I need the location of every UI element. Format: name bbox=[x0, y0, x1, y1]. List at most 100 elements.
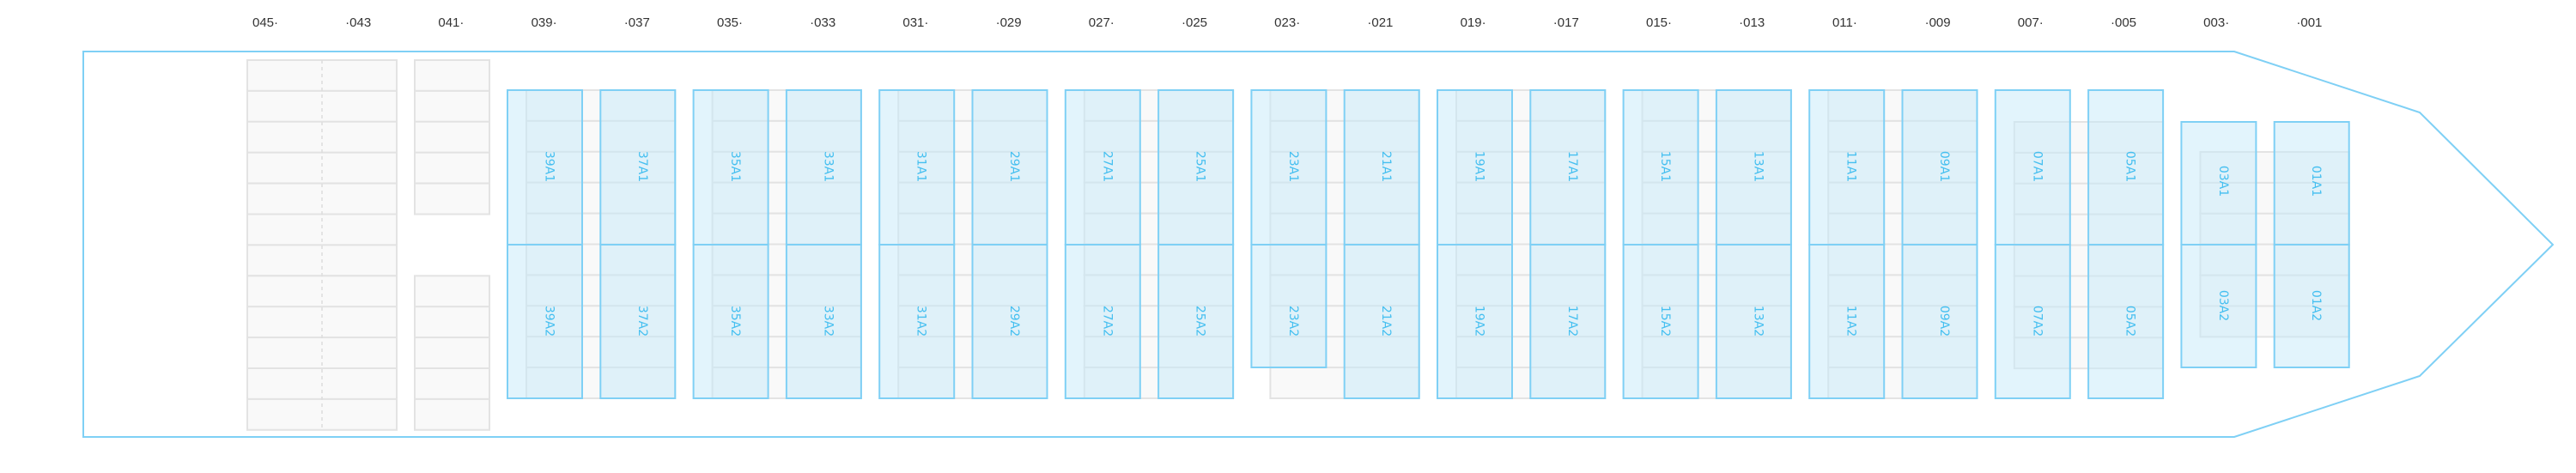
bay-number-label: ·005 bbox=[2111, 15, 2136, 30]
slot-box[interactable] bbox=[507, 244, 583, 399]
slot-box[interactable] bbox=[1157, 244, 1235, 399]
slot-35a2[interactable]: 35A2 bbox=[692, 244, 769, 399]
slot-box[interactable] bbox=[1901, 89, 1978, 246]
slot-label: 27A2 bbox=[1100, 306, 1114, 337]
slot-box[interactable] bbox=[971, 244, 1048, 399]
slot-39a1[interactable]: 39A1 bbox=[507, 89, 583, 246]
empty-slot-cell bbox=[414, 120, 490, 154]
slot-box[interactable] bbox=[785, 244, 862, 399]
slot-box[interactable] bbox=[1250, 244, 1327, 368]
slot-31a1[interactable]: 31A1 bbox=[878, 89, 956, 246]
slot-33a2[interactable]: 33A2 bbox=[785, 244, 862, 399]
slot-box[interactable] bbox=[1157, 89, 1235, 246]
slot-15a1[interactable]: 15A1 bbox=[1622, 89, 1699, 246]
slot-19a1[interactable]: 19A1 bbox=[1437, 89, 1513, 246]
slot-29a1[interactable]: 29A1 bbox=[971, 89, 1048, 246]
slot-25a1[interactable]: 25A1 bbox=[1157, 89, 1235, 246]
bay-number-label: 007· bbox=[2018, 15, 2044, 30]
slot-35a1[interactable]: 35A1 bbox=[692, 89, 769, 246]
slot-27a1[interactable]: 27A1 bbox=[1064, 89, 1141, 246]
slot-box[interactable] bbox=[878, 89, 956, 246]
slot-box[interactable] bbox=[1529, 89, 1607, 246]
slot-box[interactable] bbox=[785, 89, 862, 246]
slot-box[interactable] bbox=[1808, 89, 1886, 246]
ship-hull-outline bbox=[82, 51, 2555, 438]
slot-box[interactable] bbox=[2087, 244, 2165, 399]
slot-03a1[interactable]: 03A1 bbox=[2180, 121, 2257, 246]
empty-slot-cell bbox=[414, 337, 490, 370]
slot-box[interactable] bbox=[971, 89, 1048, 246]
slot-box[interactable] bbox=[1622, 244, 1699, 399]
slot-box[interactable] bbox=[692, 244, 769, 399]
slot-box[interactable] bbox=[1715, 89, 1792, 246]
slot-box[interactable] bbox=[878, 244, 956, 399]
slot-07a2[interactable]: 07A2 bbox=[1994, 244, 2071, 399]
slot-11a2[interactable]: 11A2 bbox=[1808, 244, 1886, 399]
slot-box[interactable] bbox=[1994, 244, 2071, 399]
slot-box[interactable] bbox=[2273, 121, 2350, 246]
slot-box[interactable] bbox=[1343, 244, 1420, 399]
slot-27a2[interactable]: 27A2 bbox=[1064, 244, 1141, 399]
bay-number-label: ·025 bbox=[1182, 15, 1207, 30]
slot-label: 31A1 bbox=[914, 151, 928, 182]
slot-box[interactable] bbox=[1808, 244, 1886, 399]
slot-label: 25A2 bbox=[1194, 306, 1207, 337]
slot-25a2[interactable]: 25A2 bbox=[1157, 244, 1235, 399]
slot-label: 01A2 bbox=[2309, 290, 2323, 321]
slot-box[interactable] bbox=[1901, 244, 1978, 399]
slot-label: 29A2 bbox=[1007, 306, 1021, 337]
slot-29a2[interactable]: 29A2 bbox=[971, 244, 1048, 399]
slot-31a2[interactable]: 31A2 bbox=[878, 244, 956, 399]
slot-09a2[interactable]: 09A2 bbox=[1901, 244, 1978, 399]
slot-box[interactable] bbox=[507, 89, 583, 246]
empty-slot-cell bbox=[414, 275, 490, 308]
slot-23a2[interactable]: 23A2 bbox=[1250, 244, 1327, 368]
slot-box[interactable] bbox=[1437, 89, 1513, 246]
slot-box[interactable] bbox=[1064, 244, 1141, 399]
slot-05a1[interactable]: 05A1 bbox=[2087, 89, 2165, 246]
slot-07a1[interactable]: 07A1 bbox=[1994, 89, 2071, 246]
slot-box[interactable] bbox=[599, 89, 677, 246]
slot-19a2[interactable]: 19A2 bbox=[1437, 244, 1513, 399]
slot-label: 09A1 bbox=[1937, 151, 1951, 182]
slot-box[interactable] bbox=[2180, 244, 2257, 368]
slot-01a1[interactable]: 01A1 bbox=[2273, 121, 2350, 246]
slot-13a1[interactable]: 13A1 bbox=[1715, 89, 1792, 246]
slot-box[interactable] bbox=[1250, 89, 1327, 246]
slot-box[interactable] bbox=[599, 244, 677, 399]
slot-13a2[interactable]: 13A2 bbox=[1715, 244, 1792, 399]
slot-37a2[interactable]: 37A2 bbox=[599, 244, 677, 399]
bay-number-label: ·013 bbox=[1739, 15, 1765, 30]
slot-09a1[interactable]: 09A1 bbox=[1901, 89, 1978, 246]
slot-15a2[interactable]: 15A2 bbox=[1622, 244, 1699, 399]
slot-05a2[interactable]: 05A2 bbox=[2087, 244, 2165, 399]
slot-label: 19A1 bbox=[1473, 151, 1486, 182]
slot-box[interactable] bbox=[2180, 121, 2257, 246]
bay-number-label: 011· bbox=[1832, 15, 1857, 30]
slot-39a2[interactable]: 39A2 bbox=[507, 244, 583, 399]
slot-label: 35A2 bbox=[728, 306, 742, 337]
empty-slot-cell bbox=[414, 89, 490, 123]
slot-01a2[interactable]: 01A2 bbox=[2273, 244, 2350, 368]
bay-number-label: 003· bbox=[2203, 15, 2229, 30]
empty-slot-cell bbox=[414, 59, 490, 92]
slot-box[interactable] bbox=[2273, 244, 2350, 368]
slot-box[interactable] bbox=[1715, 244, 1792, 399]
slot-box[interactable] bbox=[1437, 244, 1513, 399]
slot-box[interactable] bbox=[1622, 89, 1699, 246]
slot-21a2[interactable]: 21A2 bbox=[1343, 244, 1420, 399]
slot-label: 37A2 bbox=[635, 306, 649, 337]
slot-box[interactable] bbox=[1343, 89, 1420, 246]
slot-17a2[interactable]: 17A2 bbox=[1529, 244, 1607, 399]
slot-21a1[interactable]: 21A1 bbox=[1343, 89, 1420, 246]
slot-03a2[interactable]: 03A2 bbox=[2180, 244, 2257, 368]
slot-11a1[interactable]: 11A1 bbox=[1808, 89, 1886, 246]
slot-box[interactable] bbox=[2087, 89, 2165, 246]
slot-box[interactable] bbox=[1994, 89, 2071, 246]
slot-box[interactable] bbox=[1529, 244, 1607, 399]
slot-23a1[interactable]: 23A1 bbox=[1250, 89, 1327, 246]
slot-33a1[interactable]: 33A1 bbox=[785, 89, 862, 246]
slot-box[interactable] bbox=[1064, 89, 1141, 246]
slot-37a1[interactable]: 37A1 bbox=[599, 89, 677, 246]
slot-17a1[interactable]: 17A1 bbox=[1529, 89, 1607, 246]
